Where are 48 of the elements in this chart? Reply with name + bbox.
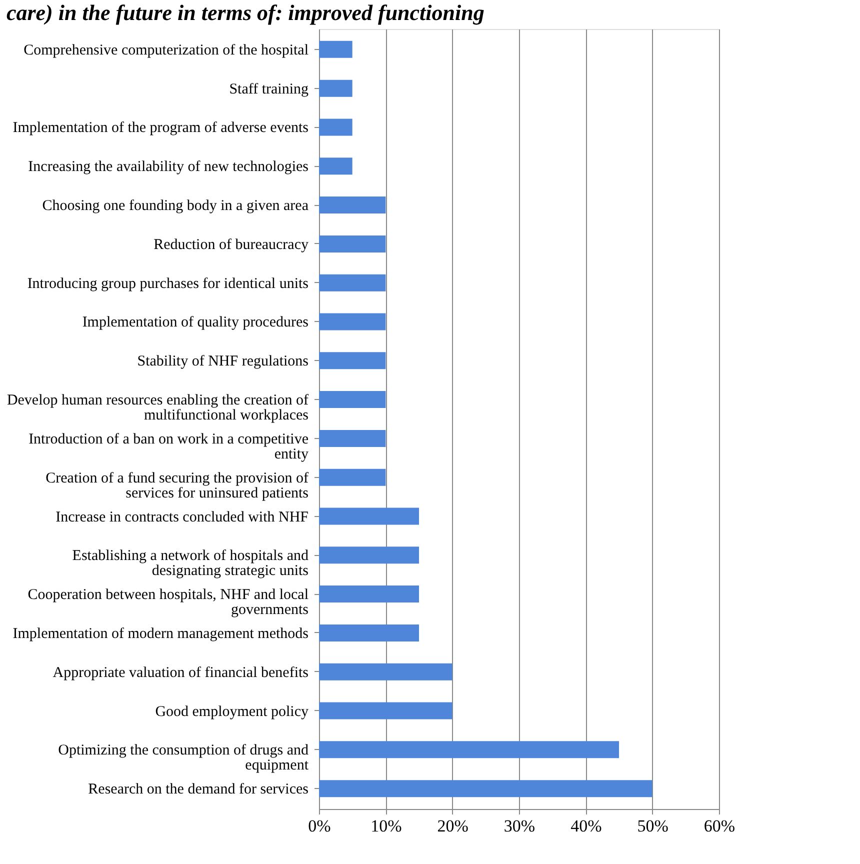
bar — [319, 624, 419, 642]
y-tick-label: Establishing a network of hospitals and designating strategic units — [72, 548, 309, 580]
bar — [319, 780, 652, 798]
y-tick-label: Develop human resources enabling the creation of multifunctional workplaces — [6, 392, 309, 424]
bar — [319, 391, 386, 408]
x-tick-label: 40% — [570, 816, 602, 836]
bar — [319, 235, 386, 252]
bar — [319, 313, 386, 330]
y-tick-label: Stability of NHF regulations — [137, 354, 309, 370]
y-tick-label: Implementation of modern management methods — [12, 626, 309, 642]
y-tick-label: Staff training — [229, 81, 309, 98]
bar — [319, 468, 386, 486]
bar — [319, 586, 419, 603]
bar — [319, 118, 352, 136]
bar — [319, 80, 352, 97]
chart-title: care) in the future in terms of: improved functioning — [6, 0, 484, 25]
y-tick-label: Implementation of quality procedures — [82, 314, 309, 331]
y-tick-label: Creation of a fund securing the provision of services for uninsured patients — [46, 470, 309, 502]
bar — [319, 274, 386, 292]
y-tick-label: Comprehensive computerization of the hospital — [24, 42, 308, 58]
x-tick-label: 0% — [308, 816, 331, 836]
bar — [319, 158, 352, 175]
bar — [319, 430, 386, 447]
x-tick-label: 10% — [370, 816, 402, 836]
bar — [319, 352, 386, 370]
x-tick-label: 30% — [504, 816, 536, 836]
bar — [319, 741, 619, 758]
bar — [319, 40, 352, 58]
y-tick-label: Choosing one founding body in a given area — [42, 198, 309, 214]
y-tick-label: Optimizing the consumption of drugs and equipment — [58, 742, 310, 774]
y-tick-label: Reduction of bureaucracy — [154, 236, 309, 253]
y-tick-label: Increasing the availability of new technologies — [28, 159, 309, 176]
y-tick-label: Research on the demand for services — [88, 782, 309, 798]
bar — [319, 196, 386, 214]
bar — [319, 546, 419, 564]
x-tick-label: 20% — [437, 816, 468, 836]
y-tick-label: Appropriate valuation of financial benefits — [52, 664, 309, 681]
y-tick-label: Cooperation between hospitals, NHF and local governments — [28, 587, 309, 618]
y-tick-label: Good employment policy — [155, 704, 309, 720]
bar — [319, 663, 452, 680]
x-tick-label: 50% — [637, 816, 668, 836]
y-tick-label: Increase in contracts concluded with NHF — [56, 509, 308, 526]
bar — [319, 508, 419, 525]
y-tick-label: Introduction of a ban on work in a competitive entity — [28, 431, 309, 462]
y-tick-label: Implementation of the program of adverse events — [12, 120, 309, 136]
y-tick-label: Introducing group purchases for identical units — [27, 276, 309, 292]
bar — [319, 702, 452, 720]
x-tick-label: 60% — [704, 816, 736, 836]
